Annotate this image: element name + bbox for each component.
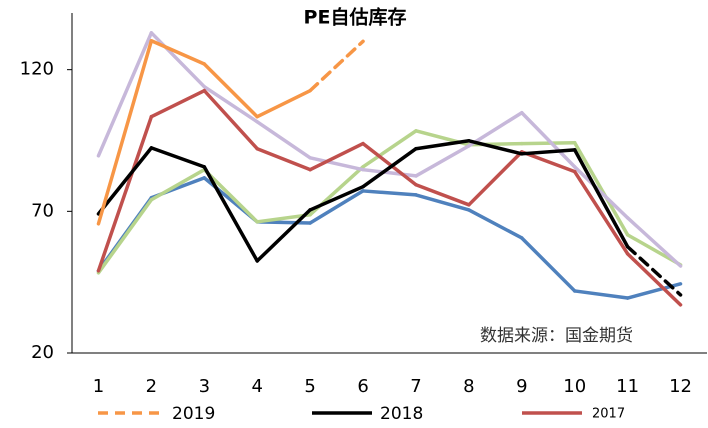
line-segment	[520, 236, 577, 293]
line-segment	[308, 156, 365, 172]
line-segment	[361, 141, 418, 187]
line-segment	[308, 184, 365, 212]
x-tick-label: 6	[357, 376, 368, 397]
legend-label: 2018	[380, 404, 423, 424]
line-segment	[414, 144, 471, 178]
x-tick-label: 7	[410, 376, 421, 397]
line-segment	[255, 212, 312, 224]
line-segment	[467, 150, 524, 207]
line-segment	[520, 148, 577, 156]
line-segment	[96, 39, 154, 226]
line-segment	[572, 148, 630, 249]
line-segment	[625, 216, 683, 268]
line-segment	[96, 146, 154, 216]
x-tick-label: 9	[516, 376, 527, 397]
line-segment	[149, 167, 207, 202]
line-segment	[255, 146, 312, 172]
legend-label: 2019	[172, 404, 215, 424]
y-tick-label: 20	[31, 342, 54, 363]
line-segment	[414, 193, 471, 212]
line-segment	[308, 141, 365, 172]
line-segment	[149, 39, 207, 66]
line-segment	[414, 139, 471, 151]
line-segment	[467, 208, 524, 240]
line-segment	[202, 88, 259, 151]
line-segment	[361, 146, 418, 189]
line-segment	[96, 114, 154, 273]
x-tick-label: 12	[669, 376, 692, 397]
x-tick-label: 8	[463, 376, 474, 397]
x-tick-label: 1	[93, 376, 104, 397]
y-tick-label: 70	[31, 200, 54, 221]
line-segment	[202, 62, 259, 119]
annotation: 数据来源：国金期货	[480, 326, 633, 346]
line-segment	[96, 197, 154, 275]
line-segment	[308, 189, 365, 225]
line-segment	[308, 39, 365, 93]
y-tick-label: 120	[20, 59, 54, 80]
line-segment	[625, 252, 683, 307]
x-tick-label: 5	[304, 376, 315, 397]
chart-title: PE自估库存	[304, 6, 407, 29]
line-segment	[255, 208, 312, 263]
line-segment	[414, 182, 471, 207]
line-segment	[520, 110, 577, 169]
line-segment	[202, 167, 259, 224]
line-segment	[572, 141, 630, 237]
line-segment	[520, 141, 577, 146]
line-segment	[255, 120, 312, 160]
x-tick-label: 3	[199, 376, 210, 397]
x-tick-label: 2	[146, 376, 157, 397]
line-segment	[149, 88, 207, 119]
annotation-box: 数据来源：国金期货	[480, 326, 633, 346]
line-segment	[96, 31, 154, 158]
line-segment	[361, 167, 418, 178]
line-segment	[625, 245, 683, 297]
x-tick-label: 4	[251, 376, 262, 397]
line-segment	[467, 139, 524, 156]
x-tick-label: 11	[616, 376, 639, 397]
line-segment	[572, 165, 630, 220]
line-segment	[572, 289, 630, 300]
line-segment	[520, 150, 577, 174]
line-segment	[202, 165, 259, 263]
line-segment	[149, 31, 207, 89]
line-segment	[255, 88, 312, 119]
legend-label: 2017	[592, 407, 625, 422]
line-segment	[572, 169, 630, 256]
line-segment	[361, 189, 418, 197]
line-segment	[361, 129, 418, 169]
line-segment	[149, 146, 207, 169]
x-tick-label: 10	[563, 376, 586, 397]
line-segment	[202, 84, 259, 124]
line-segment	[467, 110, 524, 148]
